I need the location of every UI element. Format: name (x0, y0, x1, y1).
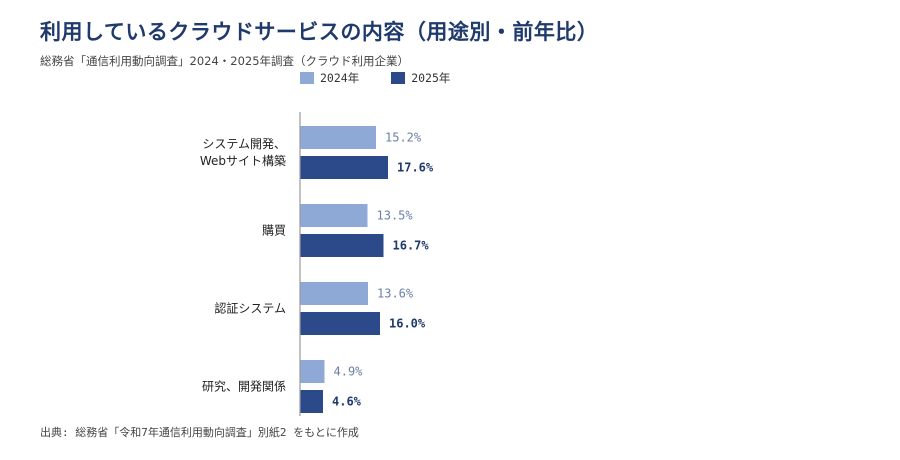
data-label-2025-3: 4.6% (332, 395, 362, 409)
data-label-2024-3: 4.9% (334, 365, 364, 379)
bar-2024-3 (300, 360, 325, 383)
legend: 2024年 2025年 (300, 70, 450, 86)
category-label-1-0: 購買 (262, 224, 286, 238)
bar-2025-2 (300, 312, 380, 335)
source-note: 出典: 総務省「令和7年通信利用動向調査」別紙2 をもとに作成 (40, 426, 359, 439)
data-label-2024-2: 13.6% (377, 287, 414, 301)
data-label-2025-1: 16.7% (393, 239, 430, 253)
bar-2025-3 (300, 390, 323, 413)
category-label-2-0: 認証システム (214, 301, 286, 316)
bar-2024-2 (300, 282, 368, 305)
legend-item-2024: 2024年 (300, 70, 359, 86)
chart-subtitle: 総務省「通信利用動向調査」2024・2025年調査（クラウド利用企業） (40, 54, 410, 68)
bar-2025-0 (300, 156, 388, 179)
legend-label-2025: 2025年 (411, 71, 451, 85)
legend-label-2024: 2024年 (320, 71, 360, 85)
chart-title: 利用しているクラウドサービスの内容（用途別・前年比） (40, 20, 599, 44)
category-label-0-0: システム開発、 (202, 137, 286, 151)
bar-2025-1 (300, 234, 384, 257)
data-label-2025-2: 16.0% (389, 317, 426, 331)
bar-2024-0 (300, 126, 376, 149)
legend-item-2025: 2025年 (391, 70, 450, 86)
bar-2024-1 (300, 204, 368, 227)
category-label-0-1: Webサイト構築 (200, 153, 286, 168)
legend-swatch-2024 (300, 72, 314, 84)
data-label-2025-0: 17.6% (397, 161, 434, 175)
data-label-2024-1: 13.5% (377, 209, 414, 223)
data-label-2024-0: 15.2% (385, 131, 422, 145)
legend-swatch-2025 (391, 72, 406, 84)
category-label-3-0: 研究、開発関係 (202, 379, 286, 394)
